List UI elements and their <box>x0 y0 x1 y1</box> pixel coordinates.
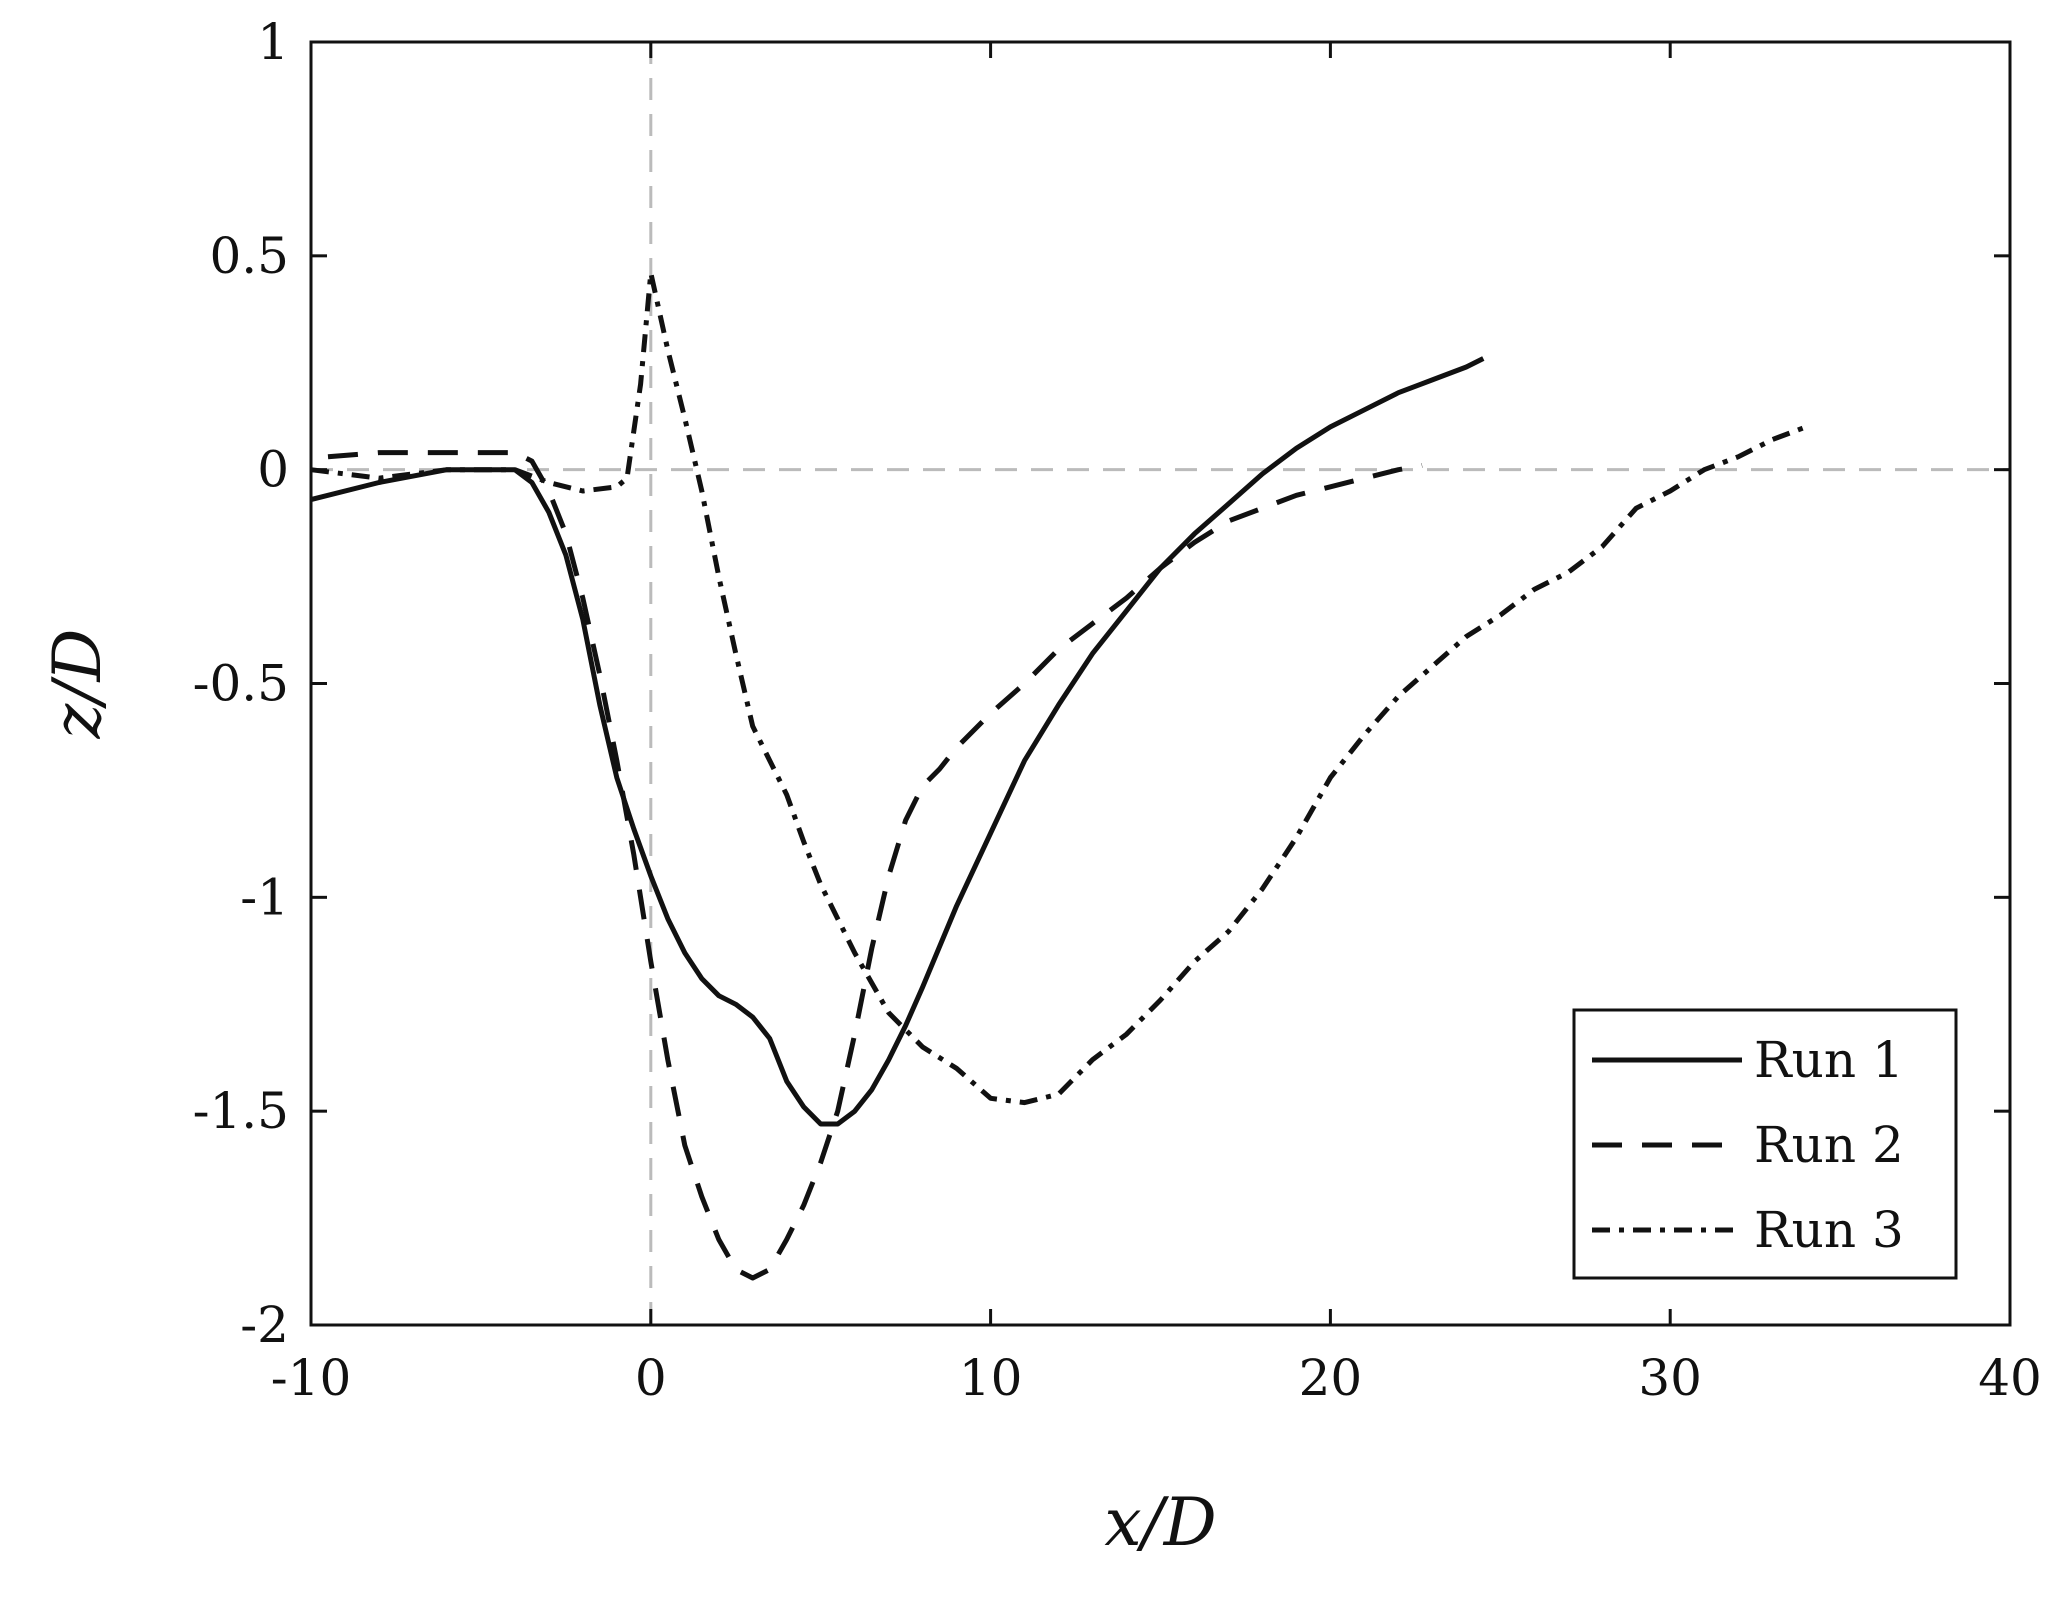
y-tick-label: -1 <box>240 868 289 926</box>
y-tick-label: -0.5 <box>193 655 289 713</box>
x-tick-label: -10 <box>271 1349 352 1407</box>
legend-label-run-1: Run 1 <box>1754 1031 1904 1089</box>
axis-tick-labels: -10 0 10 20 30 40 1 0.5 0 -0.5 -1 -1.5 -2 <box>193 13 2042 1407</box>
series-line-run-3 <box>310 270 1807 1106</box>
series-line-run-1 <box>310 356 1485 1127</box>
axis-ticks <box>309 40 2012 1327</box>
x-axis-label: x/D <box>1104 1484 1216 1561</box>
series-line-run-2 <box>327 450 1423 1281</box>
y-tick-label: 0 <box>257 441 289 499</box>
y-tick-label: -1.5 <box>193 1082 289 1140</box>
legend: Run 1 Run 2 Run 3 <box>1572 1008 1958 1280</box>
legend-label-run-3: Run 3 <box>1754 1201 1904 1259</box>
x-tick-label: 10 <box>959 1349 1023 1407</box>
x-tick-label: 30 <box>1638 1349 1702 1407</box>
y-tick-label: 1 <box>257 13 289 71</box>
x-tick-label: 20 <box>1299 1349 1363 1407</box>
y-tick-label: 0.5 <box>209 227 289 285</box>
x-tick-label: 0 <box>635 1349 667 1407</box>
y-axis-label: z/D <box>39 629 116 740</box>
y-tick-label: -2 <box>240 1296 289 1354</box>
reference-lines <box>311 42 2010 1325</box>
series-layer <box>310 270 1807 1281</box>
legend-label-run-2: Run 2 <box>1754 1116 1904 1174</box>
legend-box <box>1572 1008 1958 1280</box>
x-tick-label: 40 <box>1978 1349 2042 1407</box>
